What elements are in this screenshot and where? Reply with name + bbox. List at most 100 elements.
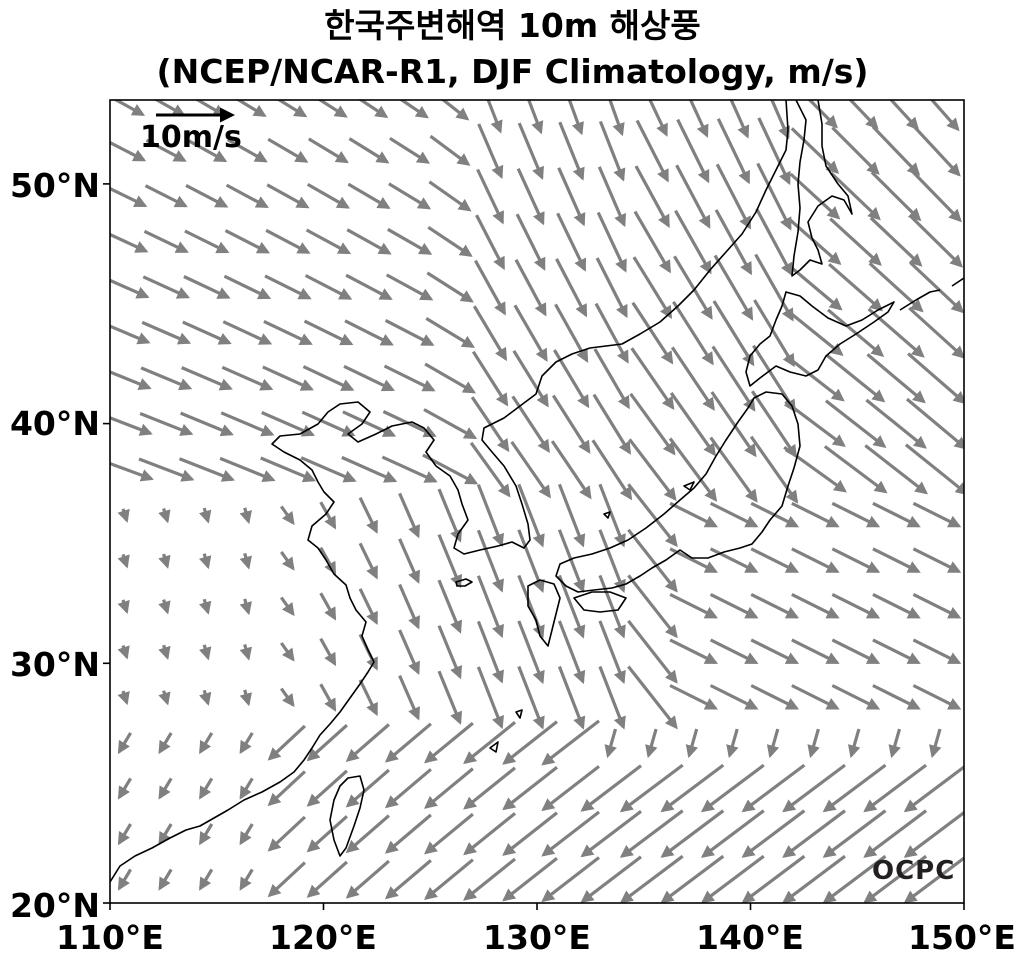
wind-vector-arrow <box>347 182 391 209</box>
islet-kuril <box>899 289 941 311</box>
wind-vector-arrow <box>823 445 888 494</box>
wind-vector-arrow <box>358 542 378 580</box>
wind-vector-arrow <box>517 122 544 180</box>
wind-vector-arrow <box>239 552 252 570</box>
wind-vector-arrow <box>591 439 633 501</box>
wind-vector-arrow <box>384 318 435 347</box>
wind-vector-arrow <box>863 809 928 858</box>
wind-vector-arrow <box>633 210 671 274</box>
wind-vector-arrow <box>872 547 921 574</box>
wind-vector-arrow <box>741 854 806 903</box>
wind-vector-arrow <box>199 598 212 615</box>
wind-vector-arrow <box>221 365 274 391</box>
wind-vector-arrow <box>831 547 881 574</box>
wind-vector-arrow <box>463 766 517 810</box>
wind-vector-arrow <box>755 208 793 277</box>
wind-vector-arrow <box>199 823 214 846</box>
wind-vector-arrow <box>904 443 964 496</box>
wind-vector-arrow <box>631 301 674 365</box>
wind-vector-arrow <box>660 809 725 858</box>
wind-vector-arrow <box>440 100 470 121</box>
wind-vector-arrow <box>619 763 684 813</box>
wind-vector-arrow <box>388 182 432 210</box>
wind-vector-arrow <box>267 815 306 852</box>
wind-vector-arrow <box>424 858 474 901</box>
wind-vector-arrow <box>117 508 130 523</box>
wind-vector-arrow <box>185 183 229 208</box>
wind-vector-arrow <box>381 455 438 483</box>
wind-vector-arrow <box>182 320 232 345</box>
wind-vector-arrow <box>199 732 214 755</box>
wind-vector-arrow <box>715 163 752 230</box>
wind-vector-arrow <box>429 134 471 166</box>
wind-vector-arrow <box>225 183 269 209</box>
wind-vector-arrow <box>358 588 378 626</box>
wind-vector-arrow <box>669 391 716 457</box>
wind-vector-arrow <box>138 457 195 482</box>
wind-vector-arrow <box>787 263 843 311</box>
wind-vector-arrow <box>303 319 354 346</box>
wind-vector-arrow <box>358 100 389 119</box>
wind-vector-arrow <box>110 370 152 390</box>
wind-vector-arrow <box>598 665 626 730</box>
wind-vector-arrow <box>831 126 880 175</box>
wind-vector-arrow <box>239 507 252 525</box>
x-tick-label-120e: 120°E <box>269 918 377 957</box>
wind-vector-arrow <box>306 724 348 762</box>
wind-vector-arrow <box>710 391 757 458</box>
wind-vector-arrow <box>158 599 171 615</box>
ocpc-logo: OCPC <box>872 856 956 886</box>
wind-vector-arrow <box>384 859 432 900</box>
wind-vector-arrow <box>632 256 673 319</box>
wind-vector-arrow <box>627 574 678 639</box>
wind-vector-arrow <box>158 553 171 569</box>
wind-vector-arrow <box>604 728 618 759</box>
wind-vector-arrow <box>307 137 349 164</box>
wind-vector-arrow <box>345 859 390 899</box>
wind-vector-arrow <box>848 100 879 130</box>
wind-vector-arrow <box>676 118 710 184</box>
y-tick-label-50n: 50°N <box>9 166 100 205</box>
wind-vector-arrow <box>158 644 171 660</box>
wind-vector-arrow <box>714 209 753 276</box>
wind-vector-arrow <box>513 304 548 362</box>
wind-vector-arrow <box>870 171 922 222</box>
wind-vector-arrow <box>302 365 355 391</box>
wind-vector-arrow <box>872 592 921 619</box>
wind-vector-arrow <box>557 529 586 593</box>
wind-vector-arrow <box>345 273 393 301</box>
wind-vector-arrow <box>428 180 472 212</box>
wind-vector-arrow <box>423 408 478 440</box>
wind-vector-arrow <box>424 721 474 764</box>
sakhalin-coast <box>791 100 853 277</box>
wind-vector-arrow <box>110 461 154 482</box>
wind-vector-arrow <box>512 349 549 408</box>
wind-vector-arrow <box>871 125 921 176</box>
wind-vector-arrow <box>502 811 558 856</box>
wind-vector-arrow <box>598 529 626 593</box>
wind-vector-arrow <box>342 410 397 437</box>
wind-vector-arrow <box>469 441 511 498</box>
wind-vector-arrow <box>729 100 750 139</box>
wind-vector-arrow <box>358 497 378 534</box>
wind-vector-arrow <box>635 119 669 183</box>
wind-vector-arrow <box>142 275 191 299</box>
wind-vector-arrow <box>437 579 463 634</box>
wind-vector-arrow <box>554 303 589 363</box>
wind-vector-arrow <box>822 854 887 903</box>
wind-vector-arrow <box>634 165 670 228</box>
wind-vector-arrow <box>864 444 929 495</box>
wind-vector-arrow <box>711 345 756 412</box>
wind-vector-arrow <box>756 162 792 231</box>
wind-vector-arrow <box>750 638 800 665</box>
wind-vector-arrow <box>709 501 759 528</box>
wind-vector-arrow <box>476 484 504 547</box>
wind-vector-arrow <box>557 167 586 227</box>
wind-vector-arrow <box>847 728 861 759</box>
wind-vector-arrow <box>306 769 348 807</box>
wind-vector-arrow <box>709 684 759 710</box>
wind-vector-arrow <box>239 777 254 800</box>
wind-vector-arrow <box>384 722 432 763</box>
wind-vector-arrow <box>527 100 544 135</box>
wind-vector-arrow <box>872 684 921 710</box>
